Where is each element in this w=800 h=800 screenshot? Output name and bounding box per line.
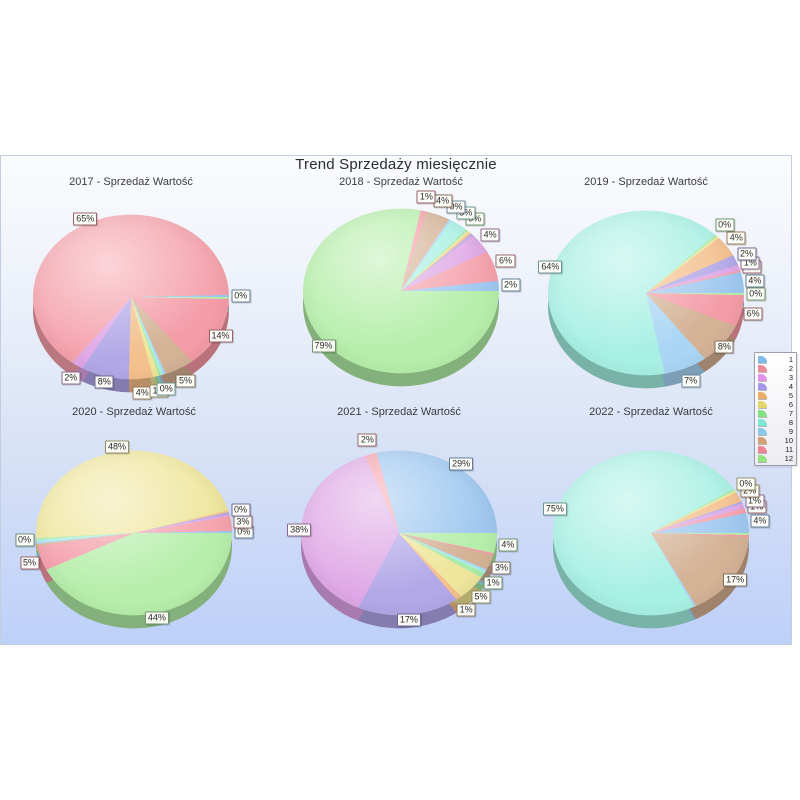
legend-item-5[interactable]: 5 xyxy=(758,391,793,400)
slice-label-2022-m10: 17% xyxy=(723,573,748,587)
slice-label-2017-m8: 0% xyxy=(156,382,176,396)
legend-swatch-icon xyxy=(758,401,767,408)
slice-label-2021-m5: 1% xyxy=(456,603,476,617)
legend-swatch-icon xyxy=(758,437,767,444)
legend-swatch-icon xyxy=(758,356,767,363)
slice-label-2019-m10: 8% xyxy=(714,340,734,354)
slice-label-2017-m1: 0% xyxy=(231,289,251,303)
pie-disc-2022[interactable] xyxy=(553,450,749,616)
slice-label-2022-m6: 0% xyxy=(736,477,756,491)
slice-label-2018-m3: 4% xyxy=(480,228,500,242)
legend-label: 10 xyxy=(784,436,793,445)
legend-item-8[interactable]: 8 xyxy=(758,418,793,427)
slice-label-2019-m8: 64% xyxy=(538,260,563,274)
slice-label-2021-m1: 29% xyxy=(449,457,474,471)
legend-item-9[interactable]: 9 xyxy=(758,427,793,436)
legend-item-11[interactable]: 11 xyxy=(758,445,793,454)
legend-swatch-icon xyxy=(758,374,767,381)
legend-item-10[interactable]: 10 xyxy=(758,436,793,445)
slice-label-2019-m12: 0% xyxy=(746,287,766,301)
slice-label-2018-m2: 6% xyxy=(495,254,515,268)
legend-swatch-icon xyxy=(758,365,767,372)
pie-sheen xyxy=(548,210,744,376)
slice-label-2021-m7: 1% xyxy=(483,576,503,590)
legend-label: 8 xyxy=(788,418,793,427)
legend-label: 9 xyxy=(788,427,793,436)
legend-swatch-icon xyxy=(758,392,767,399)
legend-swatch-icon xyxy=(758,446,767,453)
legend-swatch-icon xyxy=(758,410,767,417)
slice-label-2019-m4: 2% xyxy=(737,247,757,261)
legend: 1 2 3 4 5 6 7 8 9 10 11 12 xyxy=(754,352,797,466)
pie-disc-2020[interactable] xyxy=(36,450,232,616)
slice-label-2021-m4: 17% xyxy=(396,613,421,627)
slice-label-2020-m11: 5% xyxy=(19,556,40,570)
pie-sheen xyxy=(36,450,232,616)
slice-label-2017-m10: 5% xyxy=(175,374,195,388)
pie-subtitle-2018: 2018 - Sprzedaż Wartość xyxy=(339,176,463,188)
pie-disc-2017[interactable] xyxy=(33,214,229,380)
legend-label: 7 xyxy=(788,409,793,418)
slice-label-2019-m5: 4% xyxy=(726,231,746,245)
pie-sheen xyxy=(33,214,229,380)
slice-label-2018-m1: 2% xyxy=(501,278,521,292)
pie-subtitle-2021: 2021 - Sprzedaż Wartość xyxy=(337,406,461,418)
slice-label-2017-m4: 8% xyxy=(94,375,114,389)
pie-subtitle-2022: 2022 - Sprzedaż Wartość xyxy=(589,406,713,418)
slice-label-2020-m2: 3% xyxy=(233,515,253,529)
slice-label-2021-m3: 38% xyxy=(287,523,312,537)
chart-title: Trend Sprzedaży miesięcznie xyxy=(295,156,497,173)
slice-label-2020-m6: 48% xyxy=(105,440,130,454)
slice-label-2022-m1: 4% xyxy=(750,514,770,528)
pie-disc-2018[interactable] xyxy=(303,208,499,374)
slice-label-2019-m9: 7% xyxy=(681,374,701,388)
legend-label: 12 xyxy=(784,454,793,463)
chart-canvas: Trend Sprzedaży miesięcznie 2017 - Sprze… xyxy=(0,155,797,645)
slice-label-2017-m11: 14% xyxy=(208,329,233,343)
pie-subtitle-2017: 2017 - Sprzedaż Wartość xyxy=(69,176,193,188)
legend-item-1[interactable]: 1 xyxy=(758,355,793,364)
legend-swatch-icon xyxy=(758,428,767,435)
slice-label-2017-m3: 2% xyxy=(61,371,81,385)
slice-label-2017-m2: 65% xyxy=(73,212,98,226)
legend-item-6[interactable]: 6 xyxy=(758,400,793,409)
pie-disc-2019[interactable] xyxy=(548,210,744,376)
slice-label-2019-m11: 6% xyxy=(743,307,763,321)
slice-label-2019-m7: 0% xyxy=(715,218,735,232)
legend-item-7[interactable]: 7 xyxy=(758,409,793,418)
pie-sheen xyxy=(301,450,497,616)
slice-label-2021-m6: 5% xyxy=(471,590,491,604)
legend-item-2[interactable]: 2 xyxy=(758,364,793,373)
slice-label-2021-m12: 4% xyxy=(498,538,518,552)
pie-sheen xyxy=(553,450,749,616)
legend-label: 11 xyxy=(785,445,793,454)
legend-label: 2 xyxy=(788,364,793,373)
legend-item-3[interactable]: 3 xyxy=(758,373,793,382)
legend-label: 6 xyxy=(788,400,793,409)
legend-swatch-icon xyxy=(758,419,767,426)
slice-label-2018-m12: 79% xyxy=(311,339,336,353)
legend-label: 4 xyxy=(788,382,793,391)
slice-label-2020-m12: 44% xyxy=(144,611,169,625)
slice-label-2022-m8: 75% xyxy=(542,502,567,516)
slice-label-2018-m11: 1% xyxy=(416,190,436,204)
pie-disc-2021[interactable] xyxy=(301,450,497,616)
legend-label: 5 xyxy=(788,391,793,400)
legend-item-12[interactable]: 12 xyxy=(758,454,793,463)
slice-label-2018-m10: 4% xyxy=(433,194,453,208)
slice-label-2020-m7: 0% xyxy=(15,533,35,547)
legend-label: 1 xyxy=(788,355,793,364)
legend-label: 3 xyxy=(788,373,793,382)
pie-sheen xyxy=(303,208,499,374)
pie-subtitle-2019: 2019 - Sprzedaż Wartość xyxy=(584,176,708,188)
slice-label-2019-m1: 4% xyxy=(745,274,765,288)
legend-swatch-icon xyxy=(758,383,767,390)
legend-swatch-icon xyxy=(758,455,767,462)
slice-label-2021-m2: 2% xyxy=(357,433,377,447)
slice-label-2021-m10: 3% xyxy=(491,561,511,575)
slice-label-2020-m4: 0% xyxy=(231,503,251,517)
legend-item-4[interactable]: 4 xyxy=(758,382,793,391)
pie-subtitle-2020: 2020 - Sprzedaż Wartość xyxy=(72,406,196,418)
